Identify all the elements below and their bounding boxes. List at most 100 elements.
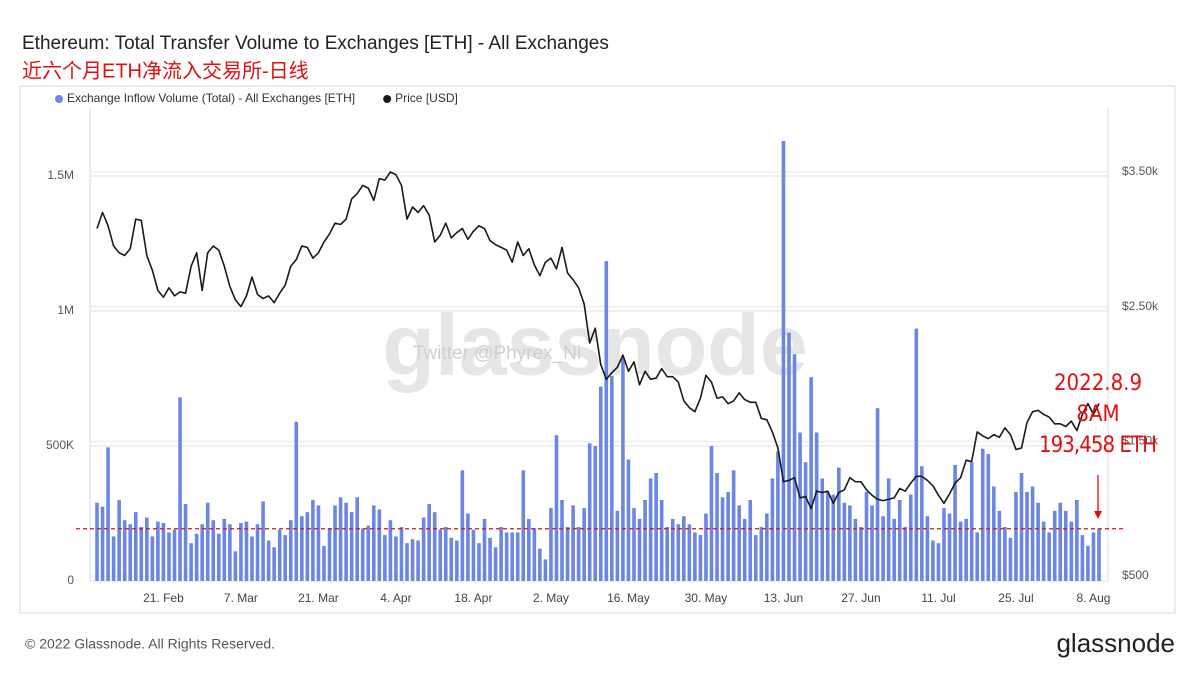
bar — [825, 491, 830, 581]
bar — [399, 527, 404, 581]
bar — [659, 500, 664, 581]
bar — [986, 454, 991, 581]
bar — [216, 533, 221, 581]
bar — [626, 459, 631, 581]
bar — [532, 528, 537, 581]
bar — [156, 521, 160, 581]
footer: © 2022 Glassnode. All Rights Reserved. — [25, 636, 275, 652]
legend-label: Price [USD] — [395, 91, 458, 105]
bar — [936, 543, 941, 581]
bar — [997, 510, 1002, 581]
bar — [920, 466, 924, 581]
bar — [521, 470, 526, 581]
bar — [150, 536, 155, 581]
bar — [449, 537, 454, 581]
bar — [598, 386, 603, 581]
chart-title: Ethereum: Total Transfer Volume to Excha… — [22, 33, 609, 54]
x-tick-label: 25. Jul — [998, 591, 1033, 605]
bar — [383, 535, 387, 581]
bar — [776, 451, 780, 581]
bar — [410, 539, 415, 581]
bar — [261, 501, 265, 581]
y-tick-label: 0 — [67, 573, 74, 587]
bar — [499, 527, 503, 581]
bar — [870, 505, 874, 581]
bar — [565, 527, 570, 581]
bar — [787, 332, 791, 581]
bar — [349, 512, 354, 581]
bar — [942, 508, 946, 581]
bar — [482, 518, 487, 581]
bar — [648, 478, 653, 581]
bar — [416, 540, 420, 581]
annotation: 8AM — [1076, 402, 1119, 427]
y-tick-label: 1.5M — [47, 168, 74, 182]
bar — [167, 532, 171, 581]
bar — [621, 358, 625, 581]
bar — [161, 522, 166, 581]
bar — [842, 502, 847, 581]
bar — [355, 497, 359, 581]
bar — [914, 328, 919, 581]
bar — [903, 527, 908, 581]
bar — [305, 512, 310, 581]
bar — [687, 524, 692, 581]
bar — [504, 532, 509, 581]
bar — [676, 524, 681, 581]
bar — [781, 140, 786, 582]
bar — [980, 448, 985, 581]
legend-label: Exchange Inflow Volume (Total) - All Exc… — [67, 91, 355, 105]
bar — [311, 500, 315, 581]
bar — [117, 500, 121, 581]
bar — [571, 505, 575, 581]
bar — [875, 408, 880, 581]
bar — [466, 513, 470, 581]
bar — [881, 516, 885, 581]
bar — [715, 473, 719, 581]
bar — [1086, 545, 1090, 581]
footer-logo: glassnode — [1056, 628, 1175, 658]
bar — [947, 513, 952, 581]
bar — [222, 518, 227, 581]
bar — [953, 464, 957, 581]
bar — [460, 470, 465, 581]
bar — [543, 559, 548, 581]
bar — [643, 500, 647, 581]
bar — [1025, 491, 1029, 581]
bar — [992, 486, 996, 581]
bar — [615, 510, 620, 581]
bar — [1019, 473, 1024, 581]
bar — [477, 543, 481, 581]
bar — [106, 447, 110, 581]
watermark-logo: glassnode — [382, 298, 807, 394]
bar — [969, 462, 974, 581]
bar — [704, 513, 708, 581]
bar — [510, 532, 514, 581]
bar — [294, 421, 299, 581]
bar — [682, 516, 686, 581]
bar — [515, 532, 520, 581]
bar — [394, 536, 398, 581]
bar — [814, 432, 819, 581]
annotation-arrowhead — [1094, 511, 1102, 519]
x-tick-label: 21. Mar — [298, 591, 339, 605]
bar — [377, 509, 382, 581]
bar — [288, 520, 293, 581]
y-tick-label: 500K — [46, 438, 74, 452]
bar — [427, 504, 431, 581]
bar — [272, 547, 276, 581]
bar — [958, 521, 963, 581]
bar — [576, 527, 581, 581]
bar — [322, 545, 326, 581]
bar — [183, 504, 188, 581]
x-tick-label: 18. Apr — [454, 591, 492, 605]
bar — [742, 518, 747, 581]
annotation: 2022.8.9 — [1054, 371, 1142, 396]
bar — [798, 432, 802, 581]
bar — [266, 540, 271, 581]
bar — [443, 527, 448, 581]
bar — [128, 524, 133, 581]
bar — [250, 536, 254, 581]
bar — [637, 518, 642, 581]
bar — [759, 527, 764, 581]
